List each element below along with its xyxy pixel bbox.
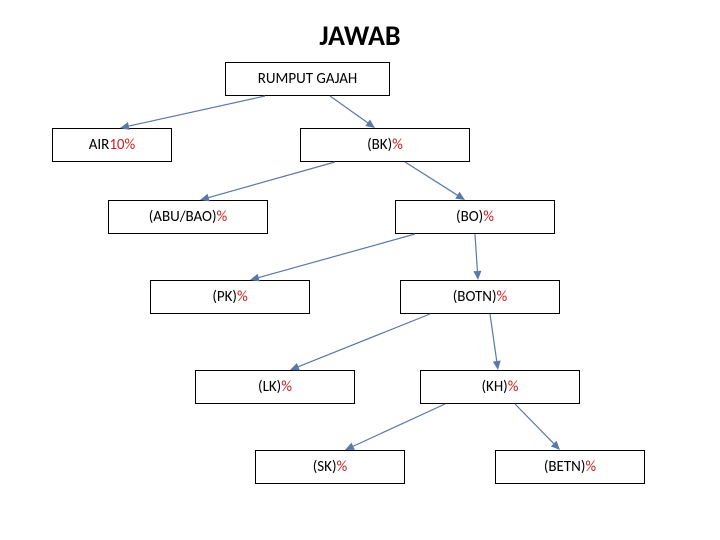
node-pk: (PK) %: [150, 280, 310, 314]
node-abu-label: (ABU/BAO): [149, 208, 217, 226]
node-air: AIR 10%: [52, 128, 172, 162]
node-bk-value: %: [392, 136, 403, 154]
node-air-value: 10%: [109, 136, 135, 154]
node-bk: (BK) %: [300, 128, 470, 162]
node-botn: (BOTN) %: [400, 280, 560, 314]
node-bo-label: (BO): [456, 208, 483, 226]
node-bo-value: %: [483, 208, 494, 226]
node-kh-label: (KH): [482, 378, 508, 396]
node-lk-label: (LK): [258, 378, 281, 396]
node-bk-label: (BK): [367, 136, 392, 154]
node-betn-value: %: [585, 458, 596, 476]
node-botn-label: (BOTN): [453, 288, 497, 306]
node-kh-value: %: [508, 378, 519, 396]
node-abu: (ABU/BAO) %: [108, 200, 268, 234]
node-botn-value: %: [497, 288, 508, 306]
node-abu-value: %: [217, 208, 228, 226]
node-root: RUMPUT GAJAH: [225, 62, 390, 96]
node-bo: (BO) %: [395, 200, 555, 234]
node-lk: (LK) %: [195, 370, 355, 404]
page-title: JAWAB: [0, 18, 720, 53]
node-pk-value: %: [237, 288, 248, 306]
node-air-label: AIR: [89, 136, 110, 154]
node-sk-value: %: [337, 458, 348, 476]
node-betn-label: (BETN): [544, 458, 586, 476]
node-sk: (SK) %: [255, 450, 405, 484]
node-lk-value: %: [281, 378, 292, 396]
node-kh: (KH) %: [420, 370, 580, 404]
node-sk-label: (SK): [313, 458, 337, 476]
node-root-label: RUMPUT GAJAH: [258, 70, 358, 88]
node-pk-label: (PK): [212, 288, 237, 306]
node-betn: (BETN) %: [495, 450, 645, 484]
